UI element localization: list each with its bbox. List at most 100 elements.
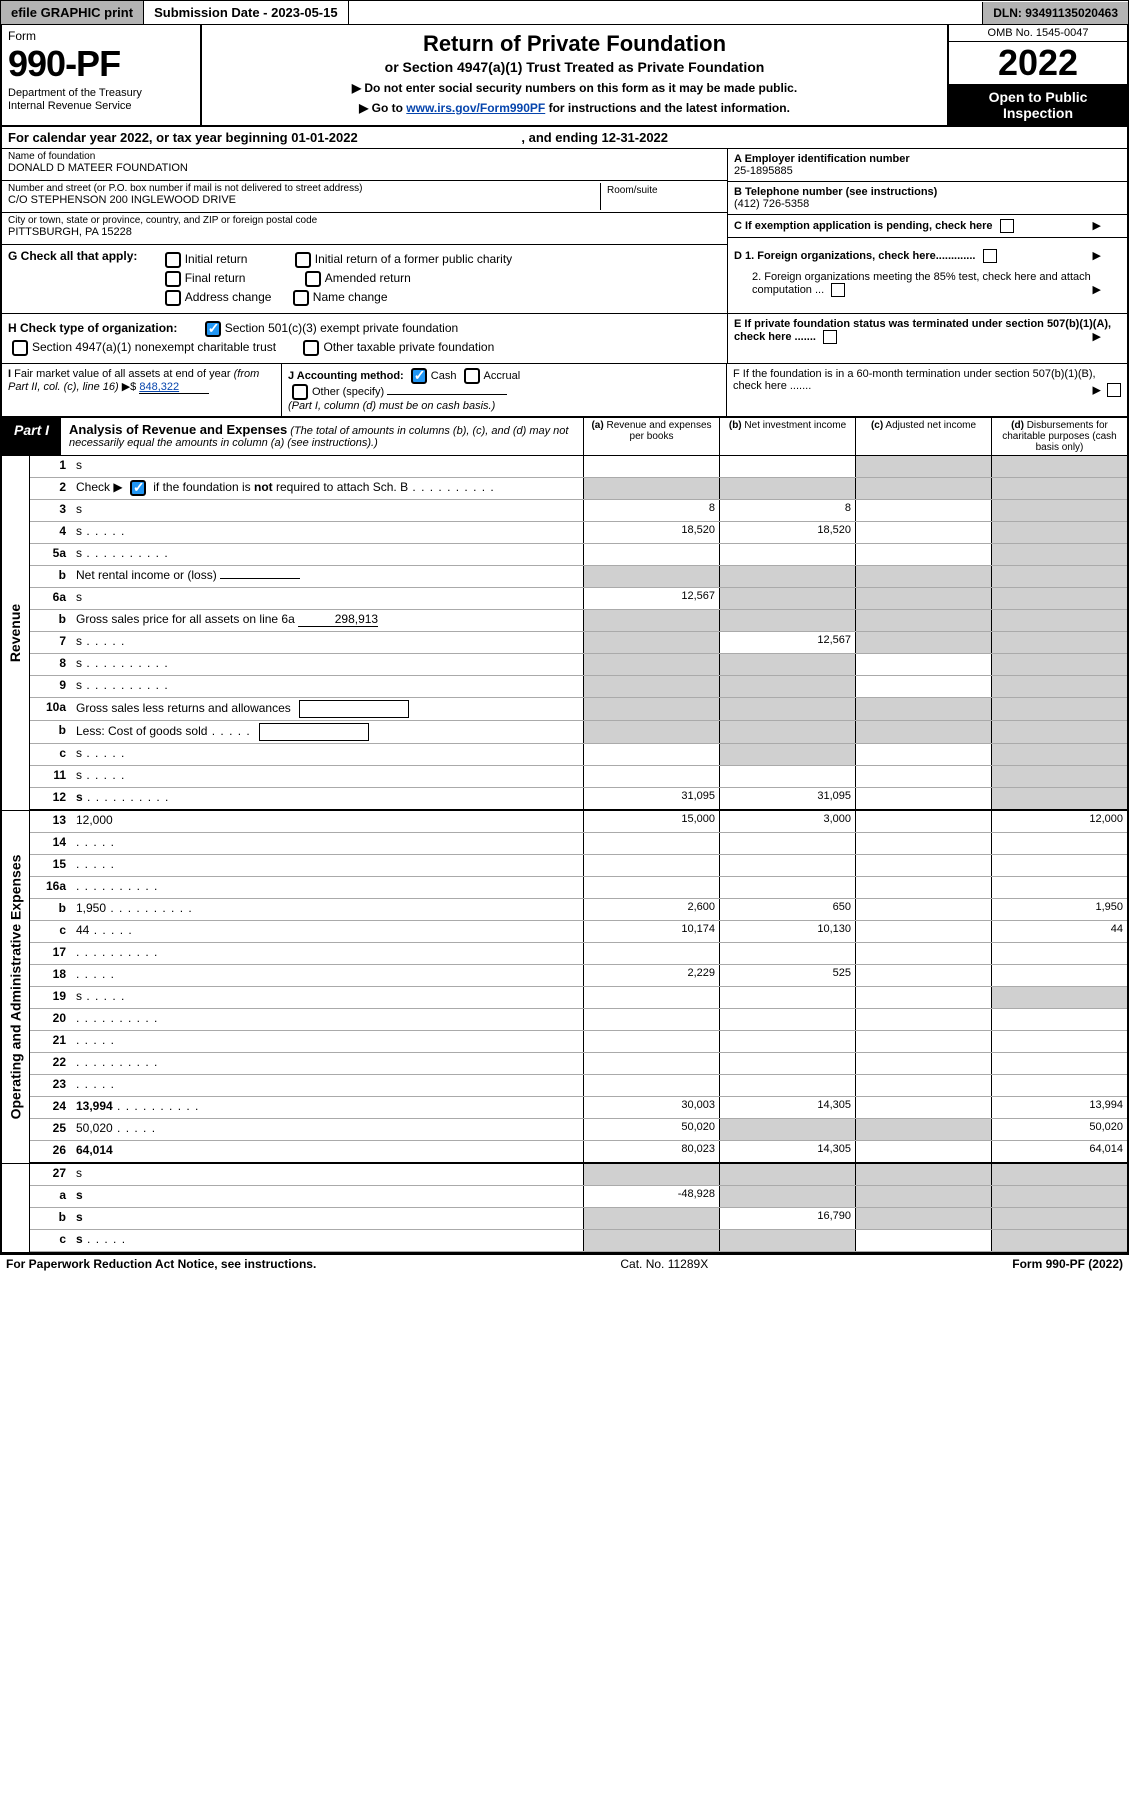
line-desc [72, 833, 583, 854]
cell [855, 1075, 991, 1096]
cash-checkbox[interactable] [411, 368, 427, 384]
cell-shaded [991, 500, 1127, 521]
part-1-header: Part I Analysis of Revenue and Expenses … [0, 418, 1129, 456]
cell: 44 [991, 921, 1127, 942]
cell-shaded [719, 566, 855, 587]
revenue-grid: Revenue 1s2Check ▶ if the foundation is … [0, 456, 1129, 811]
cell [855, 500, 991, 521]
line-num: 2 [30, 478, 72, 499]
cell-shaded [855, 456, 991, 477]
line-b: bs16,790 [30, 1208, 1127, 1230]
cell-shaded [583, 654, 719, 675]
final-return-checkbox[interactable] [165, 271, 181, 287]
submission-date-label: Submission Date - 2023-05-15 [144, 1, 349, 24]
cell [991, 1075, 1127, 1096]
ein-label: A Employer identification number [734, 153, 1121, 165]
col-c-header: (c) Adjusted net income [855, 418, 991, 455]
cell-shaded [991, 987, 1127, 1008]
other-method-checkbox[interactable] [292, 384, 308, 400]
line-desc: 13,994 [72, 1097, 583, 1118]
arrow-icon: ▶ [1093, 384, 1101, 397]
tax-year: 2022 [949, 42, 1127, 85]
phone-row: B Telephone number (see instructions) (4… [728, 182, 1127, 215]
c-checkbox[interactable] [1000, 219, 1014, 233]
line-27: 27s [30, 1164, 1127, 1186]
other-label: Other (specify) [312, 386, 384, 398]
cell [719, 855, 855, 876]
line-c: cs [30, 744, 1127, 766]
cell-shaded [719, 588, 855, 609]
line-desc [72, 1009, 583, 1030]
form990pf-link[interactable]: www.irs.gov/Form990PF [406, 101, 545, 115]
f-checkbox[interactable] [1107, 383, 1121, 397]
cell [855, 788, 991, 809]
e-checkbox[interactable] [823, 330, 837, 344]
line-5a: 5as [30, 544, 1127, 566]
form-title: Return of Private Foundation [210, 31, 939, 57]
cell-shaded [991, 610, 1127, 631]
entity-info-block: Name of foundation DONALD D MATEER FOUND… [0, 149, 1129, 245]
line-26: 2664,01480,02314,30564,014 [30, 1141, 1127, 1163]
cell-shaded [719, 654, 855, 675]
initial-former-label: Initial return of a former public charit… [315, 252, 512, 266]
name-change-checkbox[interactable] [293, 290, 309, 306]
cell: 12,000 [991, 811, 1127, 832]
cell-shaded [719, 1164, 855, 1185]
cell: 12,567 [583, 588, 719, 609]
d2-checkbox[interactable] [831, 283, 845, 297]
city-value: PITTSBURGH, PA 15228 [8, 226, 721, 238]
cell: 1,950 [991, 899, 1127, 920]
line-15: 15 [30, 855, 1127, 877]
d1-checkbox[interactable] [983, 249, 997, 263]
cell-shaded [583, 1164, 719, 1185]
address-change-checkbox[interactable] [165, 290, 181, 306]
cell-shaded [991, 676, 1127, 697]
line-desc: s [72, 1230, 583, 1251]
cell [855, 855, 991, 876]
cell [583, 877, 719, 898]
line-20: 20 [30, 1009, 1127, 1031]
line-desc: 44 [72, 921, 583, 942]
fmv-link[interactable]: 848,322 [139, 381, 209, 394]
initial-former-checkbox[interactable] [295, 252, 311, 268]
cell-shaded [991, 566, 1127, 587]
line-num: 6a [30, 588, 72, 609]
calyear-end: , and ending 12-31-2022 [521, 130, 668, 145]
arrow-icon: ▶ [1093, 249, 1101, 262]
cell [583, 1053, 719, 1074]
efile-graphic-print-button[interactable]: efile GRAPHIC print [1, 1, 144, 24]
line-desc: s [72, 676, 583, 697]
line-b: b1,9502,6006501,950 [30, 899, 1127, 921]
calyear-begin: For calendar year 2022, or tax year begi… [8, 130, 358, 145]
cell [719, 943, 855, 964]
cell: 50,020 [991, 1119, 1127, 1140]
schb-checkbox[interactable] [130, 480, 146, 496]
address-value: C/O STEPHENSON 200 INGLEWOOD DRIVE [8, 194, 600, 206]
ein-row: A Employer identification number 25-1895… [728, 149, 1127, 182]
cell [583, 943, 719, 964]
cell [991, 1053, 1127, 1074]
initial-return-checkbox[interactable] [165, 252, 181, 268]
cell: 8 [583, 500, 719, 521]
cell [583, 1009, 719, 1030]
line-num: 1 [30, 456, 72, 477]
501c3-checkbox[interactable] [205, 321, 221, 337]
4947-checkbox[interactable] [12, 340, 28, 356]
instr-post: for instructions and the latest informat… [545, 101, 790, 115]
accrual-checkbox[interactable] [464, 368, 480, 384]
line-12: 12s31,09531,095 [30, 788, 1127, 810]
other-taxable-checkbox[interactable] [303, 340, 319, 356]
cell-shaded [991, 698, 1127, 720]
cell [583, 1075, 719, 1096]
line-num: 11 [30, 766, 72, 787]
cell-shaded [583, 676, 719, 697]
line-25: 2550,02050,02050,020 [30, 1119, 1127, 1141]
cell-shaded [719, 478, 855, 499]
line-desc: 50,020 [72, 1119, 583, 1140]
cell [855, 943, 991, 964]
line-num: 13 [30, 811, 72, 832]
amended-checkbox[interactable] [305, 271, 321, 287]
line-13: 1312,00015,0003,00012,000 [30, 811, 1127, 833]
line-desc: s [72, 544, 583, 565]
line-num: 16a [30, 877, 72, 898]
